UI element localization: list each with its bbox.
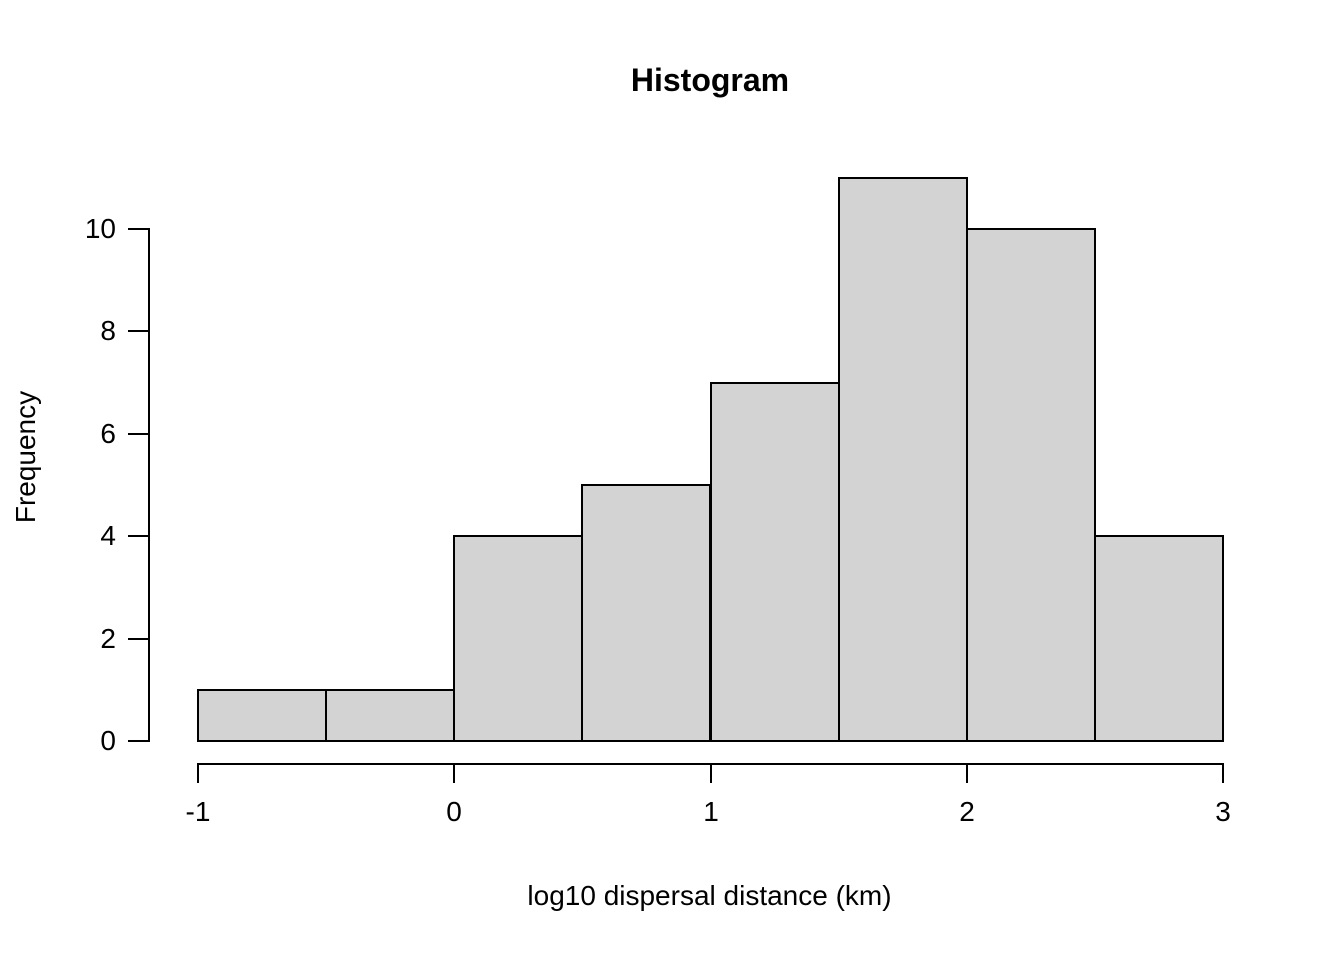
x-tick-label: 2	[959, 796, 975, 827]
chart-title: Histogram	[630, 62, 790, 98]
histogram-bar	[325, 689, 455, 742]
y-tick-label: 0	[100, 725, 116, 756]
x-tick	[197, 763, 199, 783]
y-tick	[128, 535, 148, 537]
x-tick-label: -1	[185, 796, 211, 827]
y-axis-line	[148, 228, 150, 742]
x-axis-label: log10 dispersal distance (km)	[527, 880, 892, 911]
y-tick-label: 10	[84, 213, 116, 244]
histogram-bar	[966, 228, 1096, 742]
y-tick	[128, 740, 148, 742]
x-tick	[1222, 763, 1224, 783]
y-tick-label: 4	[100, 520, 116, 551]
y-tick	[128, 330, 148, 332]
histogram-bar	[1094, 535, 1224, 742]
x-tick-label: 1	[703, 796, 719, 827]
x-tick	[966, 763, 968, 783]
y-tick	[128, 433, 148, 435]
y-tick-label: 6	[100, 418, 116, 449]
x-tick-label: 0	[446, 796, 462, 827]
histogram-bar	[453, 535, 583, 742]
y-tick	[128, 228, 148, 230]
y-tick-label: 8	[100, 315, 116, 346]
y-axis-label: Frequency	[10, 390, 41, 524]
histogram-bar	[710, 382, 840, 742]
histogram-bar	[197, 689, 327, 742]
y-tick-label: 2	[100, 623, 116, 654]
histogram-bar	[838, 177, 968, 742]
histogram-bar	[581, 484, 711, 742]
x-tick	[453, 763, 455, 783]
x-tick	[710, 763, 712, 783]
x-tick-label: 3	[1215, 796, 1231, 827]
y-tick	[128, 638, 148, 640]
